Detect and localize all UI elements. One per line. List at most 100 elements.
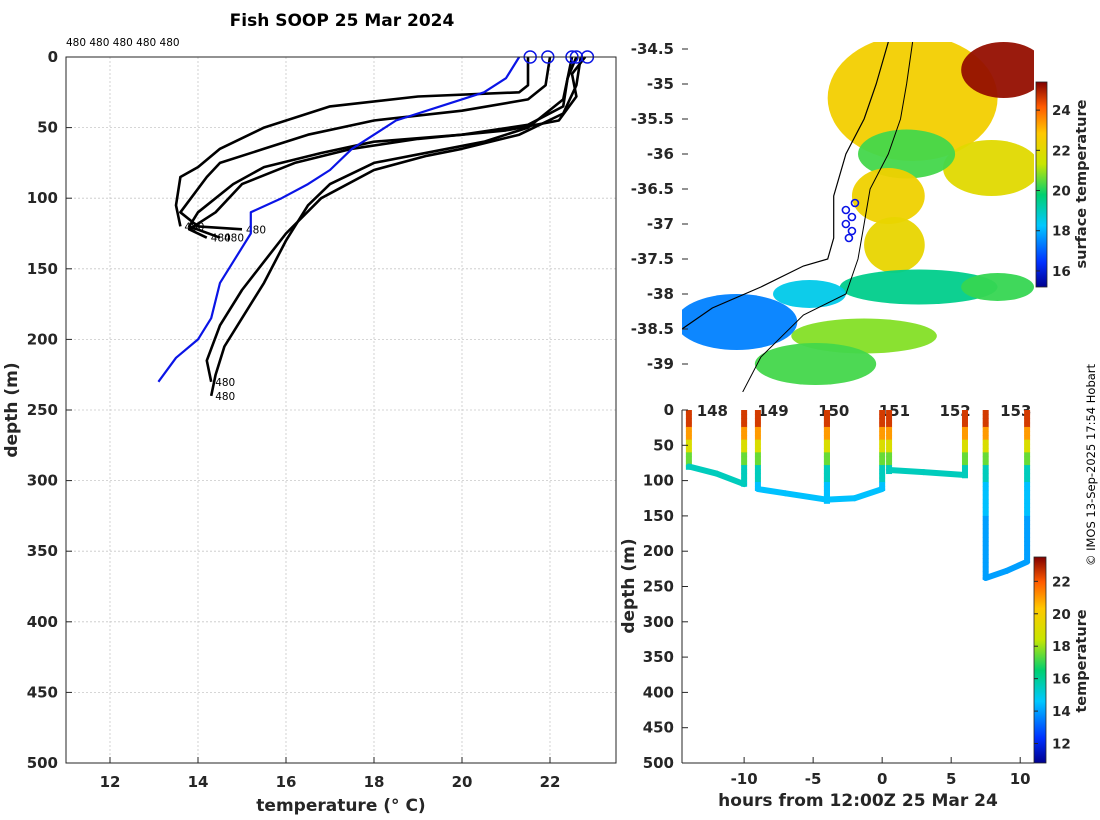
sst-patch bbox=[961, 273, 1034, 301]
section-panel: -10 -5 0 5 10050100150200250300350400450500 … bbox=[619, 401, 1090, 811]
section-cast-segment bbox=[961, 431, 968, 436]
section-cast-segment bbox=[741, 431, 748, 436]
section-cast-segment bbox=[741, 422, 748, 428]
map-ytick-label: -38 bbox=[647, 285, 674, 303]
section-cast-segment bbox=[685, 414, 692, 419]
section-cast-segment bbox=[1024, 532, 1031, 538]
section-cast-segment bbox=[879, 410, 886, 415]
section-cast-segment bbox=[1024, 410, 1031, 415]
section-cast-segment bbox=[754, 414, 761, 419]
section-cast-segment bbox=[823, 482, 830, 487]
section-cast-segment bbox=[1024, 448, 1031, 453]
profile-ytick-label: 400 bbox=[27, 613, 58, 631]
section-ytick-label: 500 bbox=[643, 754, 674, 772]
section-cast-segment bbox=[823, 469, 830, 475]
section-cast-segment bbox=[754, 410, 761, 415]
sst-colorbar bbox=[1035, 81, 1048, 288]
map-xtick-label: 153 bbox=[1000, 402, 1031, 420]
section-cast-segment bbox=[685, 418, 692, 424]
section-cast-segment bbox=[886, 443, 893, 449]
section-cast-segment bbox=[823, 465, 830, 470]
section-cast-segment bbox=[982, 435, 989, 441]
section-cast-segment bbox=[1024, 524, 1031, 530]
sst-colorbar-ticks: 16 18 20 22 24 bbox=[1036, 103, 1071, 280]
map-ytick-label: -34.5 bbox=[631, 40, 674, 58]
section-cast-segment bbox=[741, 473, 748, 479]
mean-profile-line bbox=[157, 56, 521, 383]
section-cast-segment bbox=[982, 503, 989, 508]
section-cast-segment bbox=[741, 439, 748, 445]
section-cast-segment bbox=[1024, 549, 1031, 555]
section-cast-segment bbox=[982, 570, 989, 576]
section-cast-segment bbox=[961, 435, 968, 441]
section-cast-segment bbox=[754, 473, 761, 479]
section-cast-segment bbox=[961, 422, 968, 428]
section-cast-segment bbox=[741, 452, 748, 458]
section-cast-segment bbox=[879, 439, 886, 445]
section-ytick-label: 200 bbox=[643, 542, 674, 560]
section-cast-segment bbox=[982, 486, 989, 491]
section-cast-segment bbox=[1024, 507, 1031, 513]
coastline bbox=[682, 42, 914, 392]
section-cast-segment bbox=[982, 545, 989, 551]
section-cast-segment bbox=[685, 422, 692, 428]
station-marker bbox=[847, 212, 857, 222]
section-cast-segment bbox=[685, 448, 692, 453]
section-cast-segment bbox=[982, 562, 989, 568]
section-ytick-label: 0 bbox=[664, 401, 674, 419]
section-cast-segment bbox=[961, 469, 968, 475]
section-cast-segment bbox=[886, 431, 893, 436]
section-cast-segment bbox=[886, 422, 893, 428]
map-ytick-label: -38.5 bbox=[631, 320, 674, 338]
section-cast-segment bbox=[823, 414, 830, 419]
section-cast-segment bbox=[961, 460, 968, 466]
section-cast-segment bbox=[879, 431, 886, 436]
section-cast-segment bbox=[823, 473, 830, 479]
section-cast-segment bbox=[982, 473, 989, 479]
section-cast-segment bbox=[982, 532, 989, 538]
section-cast-segment bbox=[685, 431, 692, 436]
sst-patch bbox=[864, 217, 925, 273]
profile-ytick-label: 100 bbox=[27, 189, 58, 207]
section-cast-segment bbox=[961, 465, 968, 470]
station-marker bbox=[841, 219, 851, 229]
section-cast-segment bbox=[823, 422, 830, 428]
section-cast-segment bbox=[823, 477, 830, 483]
section-cast-segment bbox=[741, 435, 748, 441]
section-cast-segment bbox=[961, 410, 968, 415]
profile-ytick-label: 300 bbox=[27, 472, 58, 490]
section-cast-segment bbox=[1024, 460, 1031, 466]
sst-colorbar-tick-label: 18 bbox=[1052, 224, 1071, 240]
profile-ytick-label: 500 bbox=[27, 754, 58, 772]
map-xtick-label: 150 bbox=[818, 402, 849, 420]
section-bottom-segment bbox=[685, 463, 720, 477]
section-cast-segment bbox=[982, 494, 989, 500]
section-cast-segment bbox=[982, 418, 989, 424]
section-cast-segment bbox=[741, 414, 748, 419]
sst-colorbar-tick-label: 24 bbox=[1052, 103, 1071, 119]
section-cast-segment bbox=[685, 439, 692, 445]
section-cast-segment bbox=[754, 452, 761, 458]
figure-title: Fish SOOP 25 Mar 2024 bbox=[230, 11, 455, 31]
section-cast-segment bbox=[982, 482, 989, 487]
section-xtick-label: 0 bbox=[877, 770, 887, 788]
section-cast-segment bbox=[879, 414, 886, 419]
sst-patch bbox=[827, 42, 998, 161]
section-cast-segment bbox=[982, 541, 989, 547]
section-cast-segment bbox=[982, 498, 989, 504]
section-cast-segment bbox=[754, 418, 761, 424]
section-bottom-segment bbox=[1003, 558, 1031, 574]
section-cast-segment bbox=[982, 537, 989, 542]
section-ytick-label: 350 bbox=[643, 648, 674, 666]
sst-patch bbox=[773, 280, 846, 308]
map-ytick-label: -37 bbox=[647, 215, 674, 233]
section-bottom-segment bbox=[920, 469, 968, 478]
section-cast-segment bbox=[879, 456, 886, 462]
profile-xlabel: temperature (° C) bbox=[256, 796, 425, 816]
section-bottom-segment bbox=[886, 467, 927, 476]
section-cast-segment bbox=[754, 443, 761, 449]
section-cast-segment bbox=[741, 465, 748, 470]
section-cast-segment bbox=[1024, 422, 1031, 428]
section-bottom-segment bbox=[754, 486, 789, 497]
station-marker bbox=[850, 198, 860, 208]
